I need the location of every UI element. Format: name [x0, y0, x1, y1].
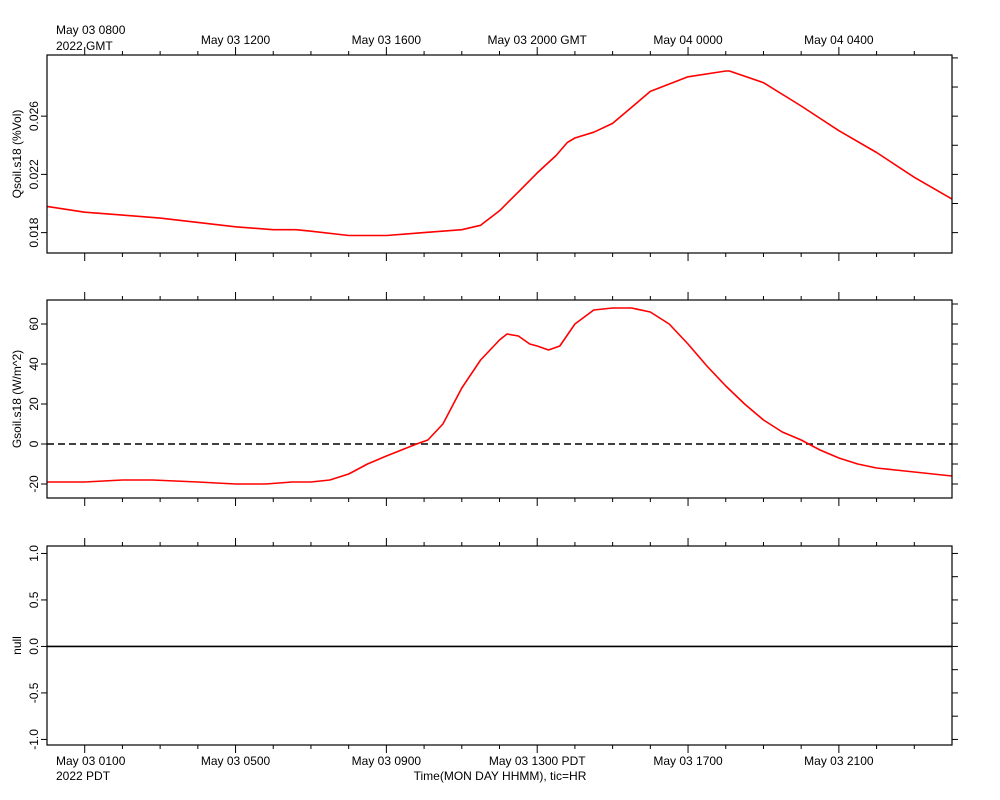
y-tick-label: 0.0	[27, 638, 41, 655]
top-axis-tick-label: May 04 0000	[653, 33, 723, 47]
series-line-1-1	[47, 70, 952, 237]
y-tick-label: 0.5	[27, 591, 41, 608]
plot-frame	[46, 54, 953, 254]
bottom-axis-tick-label: May 03 0500	[201, 754, 271, 768]
y-axis-title: Qsoil.s18 (%Vol)	[10, 110, 24, 199]
plot-frame	[46, 299, 953, 499]
bottom-axis-tick-label: May 03 1700	[653, 754, 723, 768]
top-axis-tick-label: May 03 1200	[201, 33, 271, 47]
x-axis-title: Time(MON DAY HHMM), tic=HR	[414, 769, 587, 783]
y-tick-label: 0.018	[27, 217, 41, 247]
y-tick-label: 0.026	[27, 101, 41, 131]
y-tick-label: 0	[27, 440, 41, 447]
y-tick-label: 20	[27, 397, 41, 411]
panel-3: -1.0 -0.5 0.0 0.5 1.0 null	[10, 538, 958, 753]
y-axis-title: null	[10, 636, 24, 655]
plot-frame	[46, 545, 953, 746]
y-tick-label: 60	[27, 317, 41, 331]
bottom-axis-tick-label: May 03 0900	[352, 754, 422, 768]
y-tick-label: 0.022	[27, 159, 41, 189]
series-line-2-1	[47, 307, 952, 485]
time-axis-labels: May 03 0800 2022 GMT May 03 1200 May 03 1…	[56, 23, 874, 783]
y-tick-label: -0.5	[27, 682, 41, 703]
bottom-axis-tick-label: May 03 0100	[56, 754, 126, 768]
y-tick-label: 1.0	[27, 545, 41, 562]
top-axis-start-year: 2022 GMT	[56, 39, 113, 53]
y-tick-label: -20	[27, 475, 41, 493]
y-tick-label: -1.0	[27, 729, 41, 750]
bottom-axis-year: 2022 PDT	[56, 769, 111, 783]
bottom-axis-tick-label: May 03 1300 PDT	[489, 754, 586, 768]
y-tick-label: 40	[27, 357, 41, 371]
top-axis-tick-label: May 03 1600	[352, 33, 422, 47]
top-axis-tick-label: May 04 0400	[804, 33, 874, 47]
top-axis-start-label: May 03 0800	[56, 23, 126, 37]
bottom-axis-tick-label: May 03 2100	[804, 754, 874, 768]
top-axis-tick-label: May 03 2000 GMT	[488, 33, 588, 47]
y-axis-title: Gsoil.s18 (W/m^2)	[10, 350, 24, 448]
panel-2: -20 0 20 40 60 Gsoil.s18 (W/m^2)	[10, 292, 958, 506]
